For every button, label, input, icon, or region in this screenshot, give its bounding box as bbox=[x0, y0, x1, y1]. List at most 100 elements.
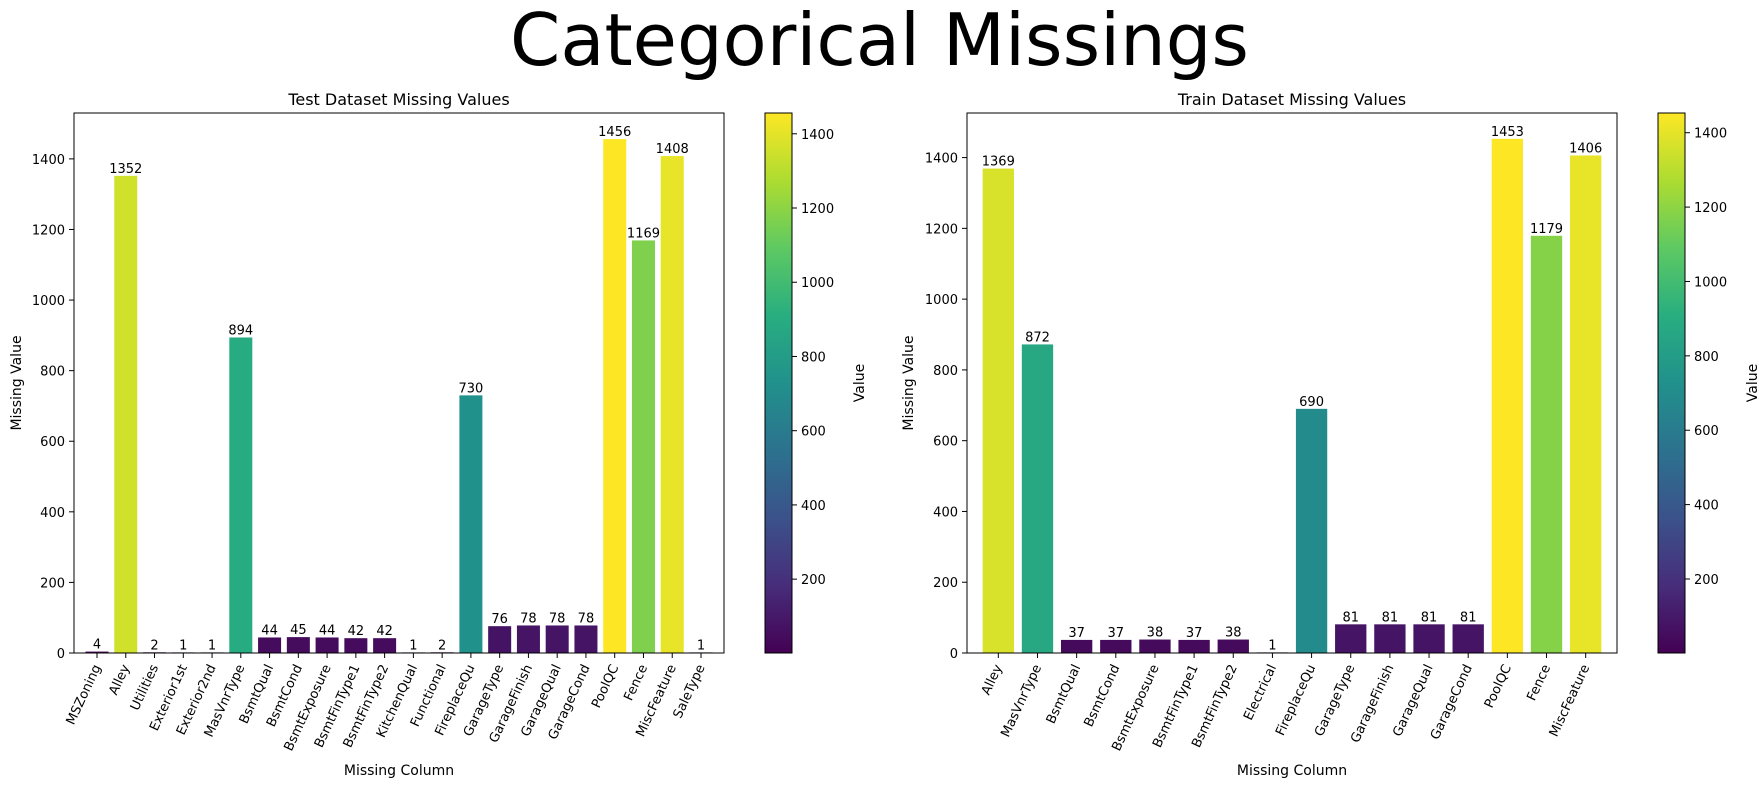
test-value-label-Functional: 2 bbox=[438, 638, 446, 653]
test-ytick-label: 1400 bbox=[32, 153, 65, 168]
test-bar-MiscFeature bbox=[660, 156, 684, 653]
train-colorbar-tick-label: 1000 bbox=[1694, 275, 1727, 290]
train-value-label-BsmtExposure: 38 bbox=[1147, 626, 1164, 641]
train-xtick-label-BsmtQual: BsmtQual bbox=[1044, 662, 1084, 726]
train-xtick-label-GarageType: GarageType bbox=[1312, 662, 1358, 739]
train-value-label-GarageQual: 81 bbox=[1421, 610, 1438, 625]
test-xtick-label-Fence: Fence bbox=[621, 662, 651, 703]
test-bar-BsmtExposure bbox=[315, 637, 339, 653]
test-value-label-BsmtQual: 44 bbox=[261, 623, 278, 638]
test-bar-BsmtCond bbox=[286, 637, 310, 653]
train-value-label-PoolQC: 1453 bbox=[1491, 125, 1524, 140]
test-value-label-BsmtFinType2: 42 bbox=[376, 624, 393, 639]
test-colorbar-tick-label: 400 bbox=[801, 499, 826, 514]
test-chart-title: Test Dataset Missing Values bbox=[287, 90, 509, 109]
train-colorbar-label: Value bbox=[1745, 364, 1759, 402]
train-ytick-label: 800 bbox=[933, 364, 958, 379]
figure-title: Categorical Missings bbox=[510, 0, 1249, 82]
test-value-label-Utilities: 2 bbox=[150, 638, 158, 653]
test-bar-GarageType bbox=[488, 626, 512, 653]
test-ytick-label: 600 bbox=[40, 435, 65, 450]
train-colorbar-tick-label: 400 bbox=[1694, 499, 1719, 514]
train-ytick-label: 600 bbox=[933, 435, 958, 450]
test-axes-frame bbox=[73, 112, 725, 654]
train-ytick-label: 1400 bbox=[925, 152, 958, 167]
test-value-label-Alley: 1352 bbox=[109, 162, 142, 177]
train-value-label-BsmtFinType2: 38 bbox=[1225, 626, 1242, 641]
test-colorbar-tick-label: 600 bbox=[801, 425, 826, 440]
train-xtick-label-Electrical: Electrical bbox=[1241, 662, 1280, 723]
test-value-label-KitchenQual: 1 bbox=[409, 639, 417, 654]
test-ytick-label: 0 bbox=[57, 647, 65, 662]
test-bar-GarageQual bbox=[545, 625, 569, 653]
train-bar-Alley bbox=[982, 168, 1014, 653]
train-value-label-MiscFeature: 1406 bbox=[1569, 141, 1602, 156]
train-value-label-BsmtFinType1: 37 bbox=[1186, 626, 1203, 641]
test-value-label-SaleType: 1 bbox=[697, 639, 705, 654]
train-colorbar-tick-label: 600 bbox=[1694, 424, 1719, 439]
test-bar-Alley bbox=[114, 175, 138, 653]
test-bar-BsmtQual bbox=[258, 637, 282, 653]
train-value-label-BsmtCond: 37 bbox=[1108, 626, 1125, 641]
test-value-label-MasVnrType: 894 bbox=[228, 323, 253, 338]
test-bar-MasVnrType bbox=[229, 337, 253, 653]
train-bar-MiscFeature bbox=[1570, 155, 1602, 653]
test-xtick-label-PoolQC: PoolQC bbox=[589, 662, 622, 710]
test-ytick-label: 1000 bbox=[32, 294, 65, 309]
train-xtick-label-Fence: Fence bbox=[1524, 662, 1554, 703]
train-chart-title: Train Dataset Missing Values bbox=[1177, 90, 1406, 109]
train-bar-GarageType bbox=[1335, 624, 1367, 653]
train-value-label-Alley: 1369 bbox=[982, 155, 1015, 170]
test-value-label-GarageCond: 78 bbox=[578, 611, 595, 626]
test-value-label-MiscFeature: 1408 bbox=[656, 142, 689, 157]
test-value-label-GarageFinish: 78 bbox=[520, 611, 537, 626]
train-bar-PoolQC bbox=[1491, 138, 1524, 653]
test-ytick-label: 400 bbox=[40, 506, 65, 521]
train-y-axis-label: Missing Value bbox=[901, 335, 917, 430]
test-value-label-Exterior2nd: 1 bbox=[208, 639, 216, 654]
train-value-label-GarageCond: 81 bbox=[1460, 610, 1477, 625]
test-ytick-label: 1200 bbox=[32, 223, 65, 238]
test-bar-GarageCond bbox=[574, 625, 598, 653]
test-colorbar-tick-label: 1200 bbox=[801, 202, 834, 217]
train-colorbar-tick-label: 800 bbox=[1694, 350, 1719, 365]
test-value-label-BsmtCond: 45 bbox=[290, 623, 307, 638]
test-ytick-label: 200 bbox=[40, 576, 65, 591]
test-colorbar-label: Value bbox=[852, 364, 868, 402]
test-value-label-Fence: 1169 bbox=[627, 226, 660, 241]
test-value-label-BsmtExposure: 44 bbox=[319, 623, 336, 638]
test-value-label-GarageType: 76 bbox=[491, 612, 508, 627]
test-ytick-label: 800 bbox=[40, 365, 65, 380]
train-bar-MasVnrType bbox=[1021, 344, 1054, 653]
train-colorbar bbox=[1657, 112, 1686, 654]
test-y-axis-label: Missing Value bbox=[9, 335, 25, 430]
train-xtick-label-GarageCond: GarageCond bbox=[1428, 662, 1476, 742]
test-bar-FireplaceQu bbox=[459, 395, 483, 653]
train-xtick-label-BsmtCond: BsmtCond bbox=[1082, 662, 1124, 729]
train-ytick-label: 400 bbox=[933, 505, 958, 520]
train-ytick-label: 200 bbox=[933, 576, 958, 591]
train-x-axis-label: Missing Column bbox=[1237, 763, 1347, 779]
train-bar-GarageQual bbox=[1413, 624, 1445, 653]
train-value-label-MasVnrType: 872 bbox=[1025, 330, 1050, 345]
train-colorbar-tick-label: 1200 bbox=[1694, 201, 1727, 216]
test-bar-GarageFinish bbox=[516, 625, 540, 653]
train-axes-frame bbox=[966, 112, 1618, 654]
test-value-label-Exterior1st: 1 bbox=[179, 639, 187, 654]
train-xtick-label-FireplaceQu: FireplaceQu bbox=[1273, 662, 1319, 738]
test-value-label-PoolQC: 1456 bbox=[598, 125, 631, 140]
train-value-label-Fence: 1179 bbox=[1530, 222, 1563, 237]
test-value-label-BsmtFinType1: 42 bbox=[348, 624, 365, 639]
test-bar-Fence bbox=[631, 240, 655, 654]
test-colorbar-tick-label: 1000 bbox=[801, 276, 834, 291]
train-value-label-FireplaceQu: 690 bbox=[1299, 395, 1324, 410]
train-bar-GarageCond bbox=[1452, 624, 1484, 653]
train-value-label-Electrical: 1 bbox=[1268, 639, 1276, 654]
test-x-axis-label: Missing Column bbox=[344, 763, 454, 779]
train-value-label-GarageType: 81 bbox=[1342, 610, 1359, 625]
train-ytick-label: 0 bbox=[950, 647, 958, 662]
train-xtick-label-MasVnrType: MasVnrType bbox=[998, 662, 1045, 739]
test-bar-BsmtFinType1 bbox=[344, 638, 368, 653]
train-bar-GarageFinish bbox=[1374, 624, 1406, 653]
